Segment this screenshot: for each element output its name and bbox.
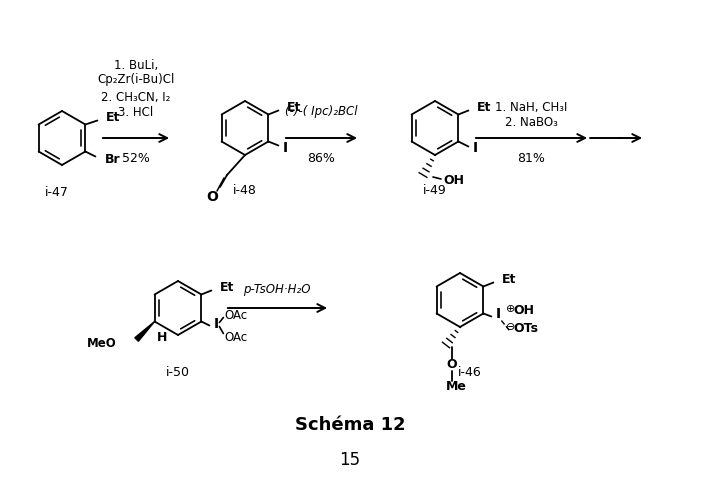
Text: Et: Et (219, 281, 233, 294)
Text: Et: Et (105, 111, 120, 124)
Text: p-TsOH·H₂O: p-TsOH·H₂O (243, 284, 311, 297)
Text: 15: 15 (339, 451, 360, 469)
Text: Et: Et (287, 101, 301, 114)
Text: OTs: OTs (513, 322, 538, 335)
Text: ⊕: ⊕ (506, 304, 516, 315)
Text: Br: Br (104, 153, 120, 166)
Text: i-46: i-46 (458, 365, 482, 378)
Text: Schéma 12: Schéma 12 (294, 416, 405, 434)
Text: Et: Et (477, 101, 491, 114)
Text: 2. NaBO₃: 2. NaBO₃ (505, 116, 557, 128)
Text: i-49: i-49 (423, 183, 447, 197)
Text: MeO: MeO (87, 337, 116, 350)
Text: (-)-( Ipc)₂BCl: (-)-( Ipc)₂BCl (285, 106, 358, 119)
Text: i-48: i-48 (233, 183, 257, 197)
Text: OAc: OAc (224, 309, 247, 322)
Text: I: I (213, 317, 219, 331)
Text: ⊖: ⊖ (506, 322, 516, 333)
Text: OAc: OAc (224, 331, 247, 344)
Text: i-47: i-47 (45, 186, 69, 199)
Text: 52%: 52% (122, 151, 150, 165)
Text: Et: Et (501, 273, 516, 286)
Text: I: I (496, 306, 501, 320)
Text: OH: OH (443, 175, 464, 187)
Text: Me: Me (446, 380, 466, 393)
Text: H: H (156, 331, 167, 344)
Text: Cp₂Zr(i-Bu)Cl: Cp₂Zr(i-Bu)Cl (97, 73, 175, 86)
Text: 3. HCl: 3. HCl (118, 106, 154, 120)
Text: I: I (472, 141, 477, 155)
Text: i-50: i-50 (166, 366, 190, 379)
Text: O: O (206, 190, 218, 204)
Text: 81%: 81% (517, 151, 545, 165)
Text: 2. CH₃CN, I₂: 2. CH₃CN, I₂ (102, 91, 170, 105)
Text: 1. BuLi,: 1. BuLi, (114, 59, 158, 72)
Text: 1. NaH, CH₃I: 1. NaH, CH₃I (495, 102, 567, 115)
Text: OH: OH (513, 304, 534, 317)
Text: I: I (283, 140, 287, 154)
Polygon shape (135, 321, 155, 341)
Text: O: O (447, 359, 457, 372)
Text: 86%: 86% (307, 151, 335, 165)
